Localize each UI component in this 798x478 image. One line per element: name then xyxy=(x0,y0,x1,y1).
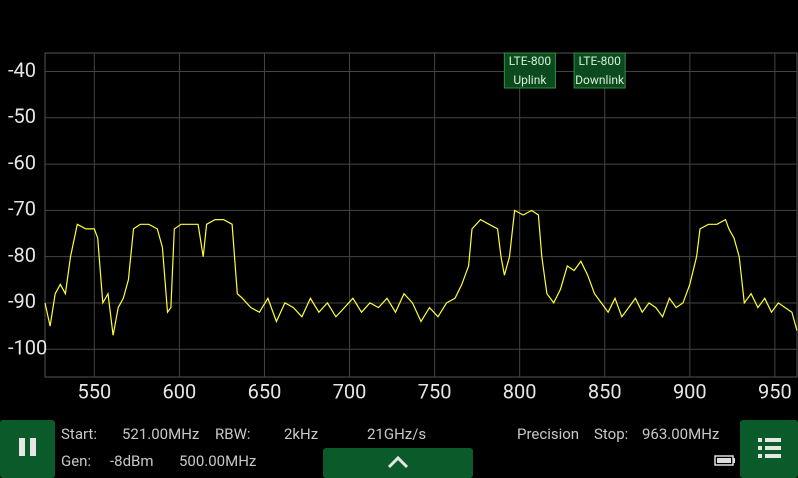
gen-frequency: 500.00MHz xyxy=(179,452,256,470)
precision-label: Precision xyxy=(517,425,579,443)
y-tick-label: -60 xyxy=(8,150,36,174)
band-marker xyxy=(503,52,556,89)
stop-value: 963.00MHz xyxy=(642,425,719,443)
pause-button[interactable] xyxy=(0,420,55,478)
chevron-up-icon xyxy=(387,455,409,469)
x-tick-label: 950 xyxy=(758,379,792,403)
start-label: Start: xyxy=(61,425,97,443)
spectrum-trace xyxy=(44,209,798,336)
expand-button[interactable] xyxy=(323,448,473,478)
x-tick-label: 800 xyxy=(503,379,537,403)
gen-label: Gen: xyxy=(61,452,91,470)
rbw-label: RBW: xyxy=(215,425,251,443)
band-label: LTE-800 xyxy=(509,54,552,68)
band-label: Downlink xyxy=(575,73,625,87)
x-tick-label: 600 xyxy=(163,379,197,403)
gen-power: -8dBm xyxy=(110,452,154,470)
menu-icon xyxy=(758,438,781,458)
rbw-value: 2kHz xyxy=(284,425,318,443)
y-tick-label: -80 xyxy=(8,243,36,267)
sweep-speed: 21GHz/s xyxy=(367,425,426,443)
battery-tip xyxy=(733,458,735,463)
y-tick-label: -40 xyxy=(8,58,36,82)
battery-level xyxy=(717,458,731,463)
band-label: LTE-800 xyxy=(578,54,621,68)
start-value: 521.00MHz xyxy=(122,425,199,443)
pause-icon xyxy=(19,438,25,456)
x-tick-label: 900 xyxy=(673,379,707,403)
band-marker xyxy=(573,52,626,89)
band-label: Uplink xyxy=(513,73,547,87)
plot: -40 -50 -60 -70 -80 -90 -100 550 600 650 700 750 800… xyxy=(8,52,798,403)
x-tick-label: 550 xyxy=(77,379,111,403)
x-tick-label: 700 xyxy=(333,379,367,403)
y-tick-label: -50 xyxy=(8,104,36,128)
stop-label: Stop: xyxy=(594,425,628,443)
y-tick-label: -90 xyxy=(8,289,36,313)
plot-frame xyxy=(44,52,798,378)
x-tick-label: 750 xyxy=(418,379,452,403)
y-tick-label: -70 xyxy=(8,197,36,221)
x-tick-label: 850 xyxy=(588,379,622,403)
x-tick-label: 650 xyxy=(248,379,282,403)
pause-icon xyxy=(30,438,36,456)
y-tick-label: -100 xyxy=(8,336,47,360)
